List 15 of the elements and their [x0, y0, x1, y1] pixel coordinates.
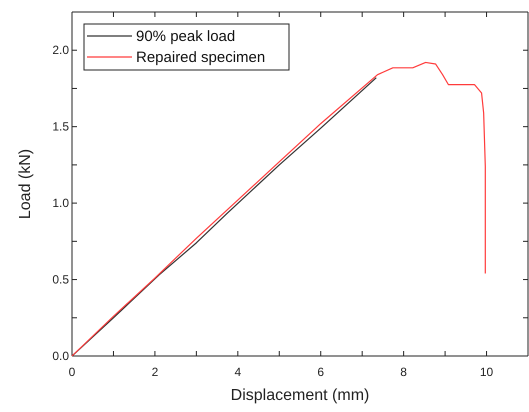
- y-tick-label: 1.5: [52, 120, 70, 134]
- x-tick-label: 2: [152, 364, 159, 379]
- x-tick-label: 8: [400, 364, 408, 379]
- x-tick-label: 0: [68, 364, 76, 379]
- x-tick-label: 6: [317, 364, 324, 379]
- y-tick-label: 2.0: [52, 43, 70, 58]
- x-tick-label: 10: [480, 364, 494, 379]
- legend-label: Repaired specimen: [136, 49, 266, 66]
- y-axis-title: Load (kN): [17, 148, 34, 220]
- y-tick-label: 0.5: [52, 272, 70, 286]
- x-axis-title: Displacement (mm): [230, 387, 370, 404]
- x-tick-label: 4: [234, 364, 242, 379]
- y-tick-label: 0.0: [52, 348, 70, 363]
- legend-label: 90% peak load: [136, 28, 236, 45]
- y-tick-label: 1.0: [52, 196, 70, 210]
